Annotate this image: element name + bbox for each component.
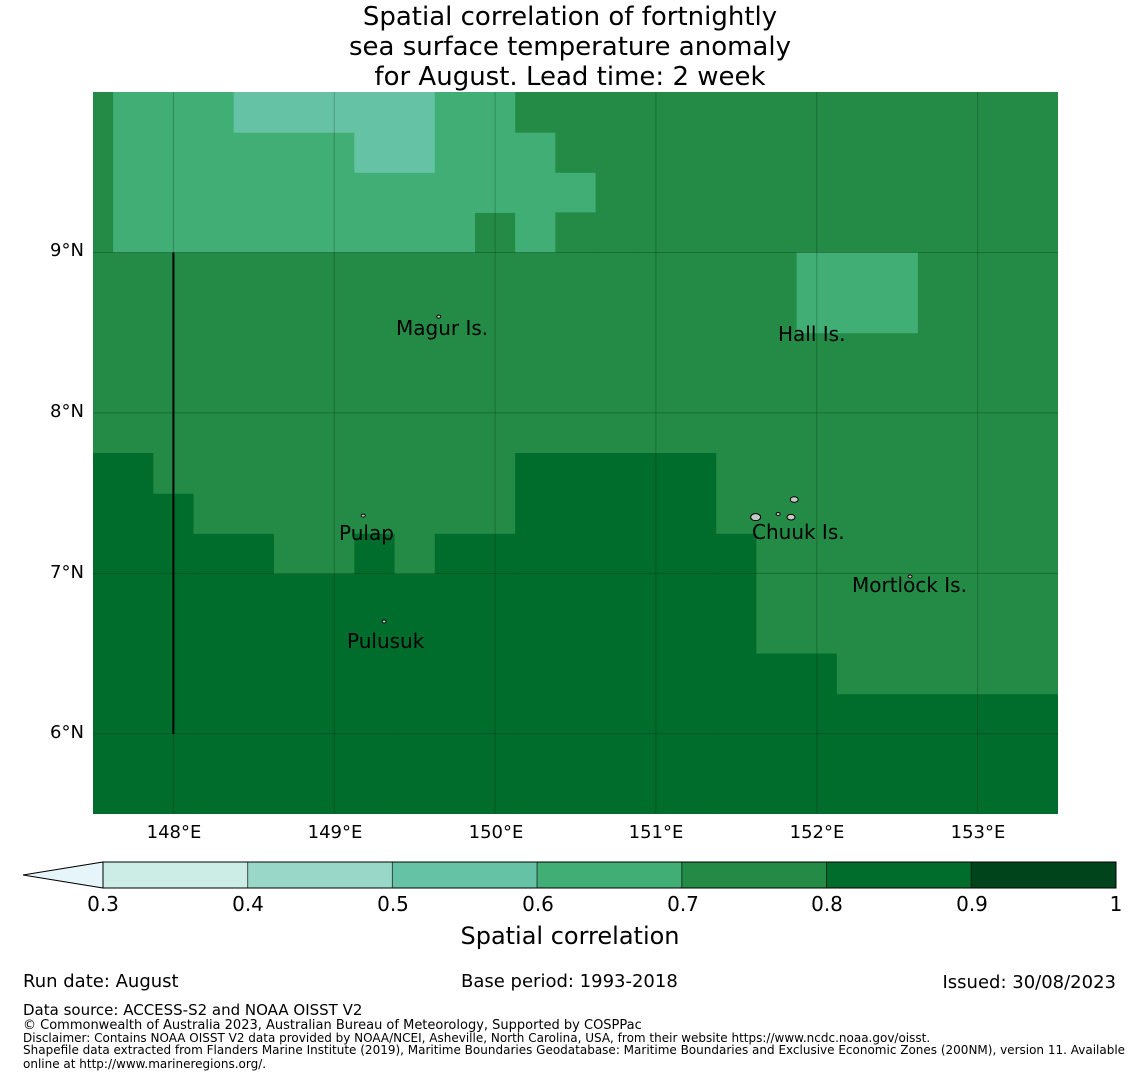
correlation-cell-6 <box>434 92 476 254</box>
colorbar-tick-0-7: 0.7 <box>667 892 699 916</box>
correlation-cell-26 <box>354 453 396 534</box>
correlation-cell-13 <box>515 92 637 133</box>
copyright: © Commonwealth of Australia 2023, Austra… <box>23 1018 642 1033</box>
base-period: Base period: 1993-2018 <box>461 971 678 992</box>
run-date: Run date: August <box>23 971 179 992</box>
place-label-mortlock: Mortlock Is. <box>852 573 967 597</box>
colorbar-segment-0 <box>102 861 249 889</box>
colorbar-tick-0-6: 0.6 <box>522 892 554 916</box>
correlation-cell-38 <box>836 653 1058 695</box>
issued-date: Issued: 30/08/2023 <box>942 972 1116 993</box>
island-chuuk-1 <box>750 513 762 522</box>
correlation-cell-5 <box>354 92 436 173</box>
colorbar-tick-0-4: 0.4 <box>232 892 264 916</box>
shapefile-credit-2: online at http://www.marineregions.org/. <box>23 1057 267 1071</box>
correlation-cell-31 <box>515 493 717 814</box>
colorbar-segment-4 <box>681 861 828 889</box>
colorbar-label: Spatial correlation <box>460 922 680 950</box>
island-magur <box>436 314 442 319</box>
shapefile-credit-1: Shapefile data extracted from Flanders M… <box>23 1043 1126 1057</box>
colorbar-segment-2 <box>391 861 538 889</box>
lat-label-6n: 6°N <box>50 722 84 743</box>
lon-label-153e: 153°E <box>950 822 1006 843</box>
disclaimer: Disclaimer: Contains NOAA OISST V2 data … <box>23 1031 931 1045</box>
correlation-cell-18 <box>93 453 154 814</box>
island-chuuk-4 <box>786 513 796 521</box>
correlation-cell-10 <box>555 172 597 213</box>
island-chuuk-2 <box>775 511 781 516</box>
colorbar-tick-0-9: 0.9 <box>956 892 988 916</box>
colorbar-tick-0-5: 0.5 <box>377 892 409 916</box>
title-line-3: for August. Lead time: 2 week <box>374 62 766 92</box>
island-pulusuk <box>381 619 387 624</box>
correlation-cell-28 <box>394 453 436 574</box>
correlation-cell-21 <box>193 533 275 814</box>
correlation-cell-8 <box>474 92 516 213</box>
correlation-cell-35 <box>756 453 1058 655</box>
lon-label-150e: 150°E <box>468 822 524 843</box>
chart-title: Spatial correlation of fortnightly sea s… <box>0 2 1140 92</box>
title-line-1: Spatial correlation of fortnightly <box>362 2 778 32</box>
correlation-cell-0 <box>93 92 114 254</box>
correlation-cell-30 <box>434 453 516 534</box>
correlation-cell-14 <box>555 212 597 254</box>
correlation-cell-12 <box>635 92 1058 254</box>
colorbar-segment-6 <box>970 861 1117 889</box>
place-label-pulap: Pulap <box>339 521 394 545</box>
lon-label-149e: 149°E <box>307 822 363 843</box>
island-pulap <box>360 513 366 518</box>
correlation-cell-15 <box>555 132 597 173</box>
correlation-cell-25 <box>354 533 396 814</box>
place-label-hall: Hall Is. <box>778 322 846 346</box>
correlation-cell-2 <box>233 132 355 254</box>
colorbar <box>22 861 1117 889</box>
lat-label-8n: 8°N <box>50 401 84 422</box>
correlation-cell-36 <box>756 653 838 814</box>
lon-label-152e: 152°E <box>789 822 845 843</box>
lat-label-7n: 7°N <box>50 562 84 583</box>
colorbar-tick-0-3: 0.3 <box>87 892 119 916</box>
place-label-magur: Magur Is. <box>396 316 489 340</box>
place-label-pulusuk: Pulusuk <box>347 629 425 653</box>
correlation-cell-17 <box>796 252 918 334</box>
correlation-cell-4 <box>354 172 436 254</box>
correlation-cell-32 <box>515 453 717 494</box>
correlation-cell-9 <box>515 132 556 254</box>
data-source: Data source: ACCESS-S2 and NOAA OISST V2 <box>23 1001 363 1019</box>
correlation-cell-27 <box>394 573 436 814</box>
correlation-cell-33 <box>716 533 758 814</box>
colorbar-under-arrow <box>22 861 104 889</box>
colorbar-tick-0-8: 0.8 <box>811 892 843 916</box>
lon-label-148e: 148°E <box>146 822 202 843</box>
correlation-map <box>93 92 1058 814</box>
correlation-cell-23 <box>273 573 355 814</box>
correlation-cell-29 <box>434 533 516 814</box>
island-mortlock <box>907 574 913 579</box>
correlation-cell-24 <box>273 453 355 574</box>
correlation-cell-11 <box>595 132 637 254</box>
correlation-cell-22 <box>193 453 275 534</box>
lat-label-9n: 9°N <box>50 240 84 261</box>
correlation-cell-1 <box>113 92 235 254</box>
colorbar-segment-3 <box>536 861 683 889</box>
correlation-cell-3 <box>233 92 355 133</box>
colorbar-frame <box>102 861 1117 889</box>
title-line-2: sea surface temperature anomaly <box>349 32 791 62</box>
correlation-cell-34 <box>716 453 758 534</box>
island-chuuk-3 <box>789 496 799 503</box>
lon-label-151e: 151°E <box>628 822 684 843</box>
map-canvas <box>93 92 1058 814</box>
colorbar-tick-1: 1 <box>1109 892 1123 916</box>
place-label-chuuk: Chuuk Is. <box>752 520 845 544</box>
correlation-cell-7 <box>474 212 516 254</box>
correlation-cell-37 <box>836 693 1058 814</box>
colorbar-segment-5 <box>826 861 972 889</box>
colorbar-segment-1 <box>247 861 393 889</box>
